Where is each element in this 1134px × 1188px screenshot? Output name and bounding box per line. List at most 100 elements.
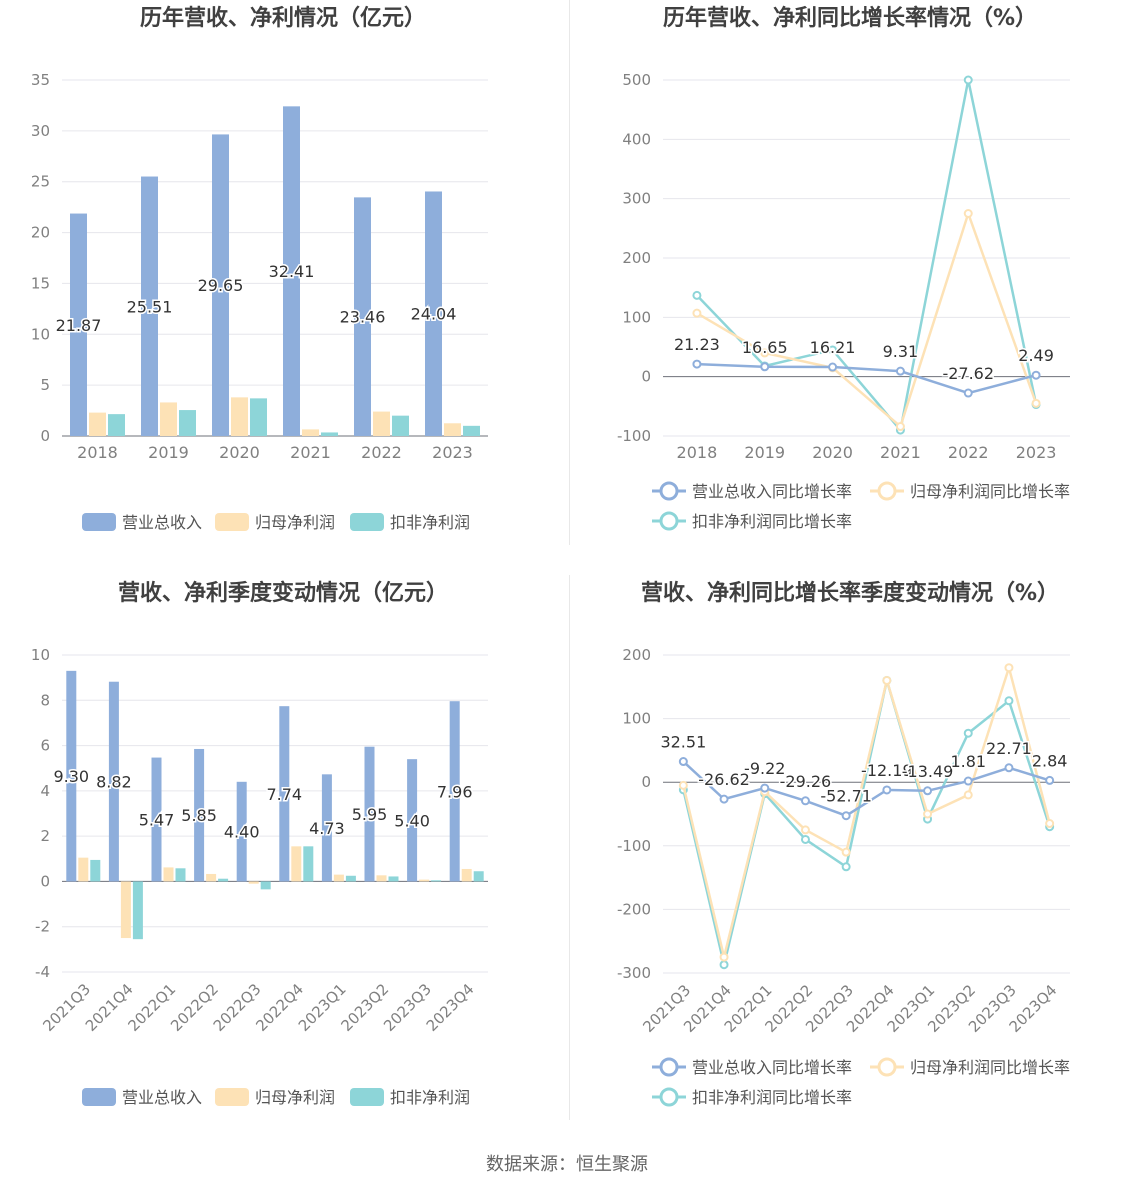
legend-label: 扣非净利润 — [390, 513, 470, 532]
bar-deducted-profit — [132, 881, 143, 940]
data-point — [692, 359, 702, 369]
y-tick-label: 20 — [31, 224, 50, 242]
y-tick-label: 200 — [622, 646, 651, 664]
x-tick-label: 2019 — [148, 443, 189, 462]
bar-net-profit — [373, 411, 390, 436]
data-label: 16.21 — [810, 338, 856, 357]
data-label: 5.47 — [139, 811, 175, 830]
data-label: -26.62 — [698, 770, 750, 789]
bar-net-profit — [419, 879, 430, 882]
bar-revenue — [108, 681, 119, 882]
x-tick-label: 2023Q4 — [423, 980, 478, 1035]
data-label: 9.30 — [53, 767, 89, 786]
x-tick-label: 2021 — [880, 443, 921, 462]
bar-deducted-profit — [179, 410, 196, 436]
legend-label: 营业总收入同比增长率 — [692, 1058, 852, 1077]
x-tick-label: 2022 — [361, 443, 402, 462]
chart-title: 历年营收、净利情况（亿元） — [140, 5, 426, 31]
data-label: 9.31 — [883, 342, 919, 361]
bar-net-profit — [444, 423, 461, 436]
bar-revenue — [279, 706, 290, 882]
data-point — [1045, 775, 1055, 785]
data-point — [841, 811, 851, 821]
quarterly-growth-chart: 营收、净利同比增长率季度变动情况（%） -300 -200 -100 0 100 200 32… — [567, 575, 1134, 1145]
y-tick-label: -100 — [617, 427, 651, 445]
series-line — [696, 79, 1038, 433]
y-tick-label: -100 — [617, 837, 651, 855]
legend-label: 营业总收入同比增长率 — [692, 482, 852, 501]
data-label: -12.19 — [861, 761, 913, 780]
bar-revenue — [236, 781, 247, 882]
bar-deducted-profit — [175, 868, 186, 882]
bar-deducted-profit — [108, 414, 125, 436]
bar-net-profit — [376, 875, 387, 882]
y-tick-label: 35 — [31, 71, 50, 89]
data-point — [800, 825, 810, 835]
legend-label: 扣非净利润同比增长率 — [692, 512, 852, 531]
y-tick-label: 0 — [641, 368, 651, 386]
bar-deducted-profit — [303, 846, 314, 882]
data-point — [895, 422, 905, 432]
data-point — [841, 847, 851, 857]
data-label: -9.22 — [744, 759, 785, 778]
y-tick-label: 10 — [31, 646, 50, 664]
data-label: 22.71 — [986, 739, 1032, 758]
y-tick-label: -200 — [617, 900, 651, 918]
data-label: 7.74 — [266, 785, 302, 804]
x-tick-label: 2020 — [219, 443, 260, 462]
data-point — [1045, 819, 1055, 829]
x-tick-label: 2020 — [812, 443, 853, 462]
y-tick-label: 0 — [641, 773, 651, 791]
data-point — [963, 388, 973, 398]
data-label: 5.85 — [181, 806, 217, 825]
y-tick-label: 8 — [40, 691, 50, 709]
bar-net-profit — [333, 874, 344, 882]
y-tick-label: 100 — [622, 710, 651, 728]
data-point — [895, 366, 905, 376]
annual-growth-chart-svg: 历年营收、净利同比增长率情况（%） -100 0 100 200 300 400 500 21.… — [617, 5, 1070, 531]
data-point — [692, 308, 702, 318]
data-label: 2.84 — [1032, 751, 1068, 770]
chart-title: 营收、净利同比增长率季度变动情况（%） — [641, 580, 1059, 606]
data-label: 5.95 — [352, 805, 388, 824]
data-point — [882, 675, 892, 685]
bar-revenue — [212, 134, 229, 436]
data-label: 21.23 — [674, 335, 720, 354]
legend-label: 归母净利润同比增长率 — [910, 482, 1070, 501]
y-tick-label: 4 — [40, 782, 50, 800]
data-point — [963, 790, 973, 800]
data-point — [1031, 370, 1041, 380]
bar-deducted-profit — [250, 398, 267, 436]
bar-deducted-profit — [431, 880, 442, 882]
data-point — [760, 348, 770, 358]
y-tick-label: 100 — [622, 308, 651, 326]
bar-net-profit — [206, 873, 217, 882]
y-tick-label: 0 — [40, 872, 50, 890]
data-point — [1004, 696, 1014, 706]
x-tick-label: 2022 — [948, 443, 989, 462]
chart-title: 历年营收、净利同比增长率情况（%） — [663, 5, 1037, 31]
y-tick-label: -2 — [35, 918, 50, 936]
x-tick-label: 2023 — [432, 443, 473, 462]
quarterly-amount-chart-svg: 营收、净利季度变动情况（亿元） -4 -2 0 2 4 6 8 10 9.30 8.82 5.47 5.… — [31, 580, 488, 1107]
legend-marker — [877, 1057, 897, 1077]
series-line — [682, 760, 1051, 818]
data-point — [719, 952, 729, 962]
data-point — [1004, 763, 1014, 773]
data-source-text: 数据来源：恒生聚源 — [486, 1154, 648, 1175]
bar-revenue — [283, 106, 300, 437]
data-point — [692, 290, 702, 300]
quarterly-amount-chart: 营收、净利季度变动情况（亿元） -4 -2 0 2 4 6 8 10 9.30 8.82 5.47 5.… — [0, 575, 567, 1145]
annual-amount-chart-svg: 历年营收、净利情况（亿元） 0 5 10 15 20 25 30 35 21.87 25.51 29.… — [31, 5, 488, 532]
data-point — [828, 345, 838, 355]
data-point — [719, 960, 729, 970]
data-label: 1.81 — [950, 752, 986, 771]
y-tick-label: -300 — [617, 964, 651, 982]
data-point — [923, 809, 933, 819]
data-point — [828, 362, 838, 372]
y-tick-label: 25 — [31, 173, 50, 191]
data-point — [800, 796, 810, 806]
data-label: 24.04 — [411, 305, 457, 324]
series-line — [696, 209, 1038, 429]
data-point — [963, 728, 973, 738]
